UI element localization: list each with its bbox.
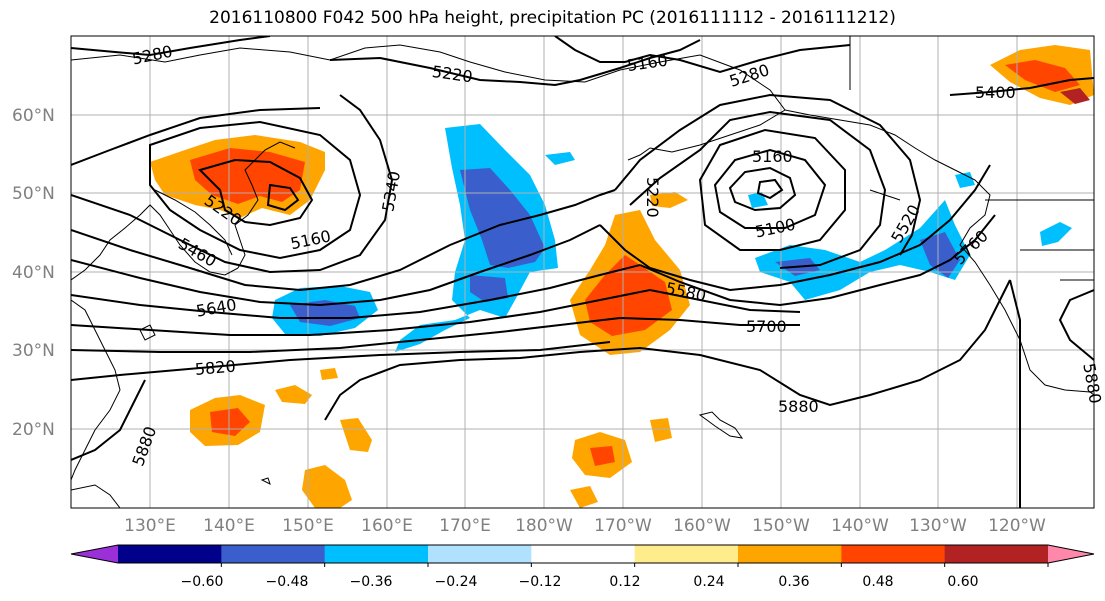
contour-label: 5700 — [746, 317, 787, 336]
height-contours — [71, 36, 1094, 508]
lat-label: 40°N — [12, 263, 55, 283]
colorbar-tick-label: 0.24 — [693, 574, 724, 590]
lat-label: 50°N — [12, 184, 55, 204]
contour-labels: 5280 5220 5160 5280 5400 5160 5220 5340 … — [128, 42, 1105, 469]
lon-label: 140°W — [831, 516, 889, 536]
contour-label: 5820 — [194, 356, 236, 378]
lon-label: 160°E — [361, 516, 413, 536]
colorbar-extension-high — [1048, 545, 1094, 563]
contour-label: 5880 — [778, 397, 819, 416]
colorbar-labels: −0.60 −0.48 −0.36 −0.24 −0.12 0.12 0.24 … — [181, 574, 979, 590]
lon-label: 130°E — [124, 516, 176, 536]
colorbar-segment — [118, 545, 222, 563]
lon-label: 120°W — [988, 516, 1046, 536]
contour-label: 5220 — [643, 177, 662, 218]
latitude-labels: 60°N 50°N 40°N 30°N 20°N — [12, 106, 55, 440]
colorbar-segment — [531, 545, 636, 563]
colorbar — [70, 544, 1095, 567]
lat-label: 20°N — [12, 420, 55, 440]
colorbar-segment — [634, 545, 739, 563]
colorbar-tick-label: 0.12 — [609, 574, 640, 590]
colorbar-tick-label: −0.48 — [266, 574, 309, 590]
colorbar-tick-label: 0.60 — [947, 574, 978, 590]
lon-label: 170°E — [439, 516, 491, 536]
lon-label: 150°W — [752, 516, 810, 536]
map-content — [71, 36, 1094, 508]
lon-label: 180°W — [515, 516, 573, 536]
map-frame — [70, 35, 1095, 509]
lon-label: 130°W — [909, 516, 967, 536]
colorbar-segment — [738, 545, 842, 563]
lat-label: 30°N — [12, 341, 55, 361]
colorbar-segment — [324, 545, 429, 563]
lon-label: 150°E — [282, 516, 334, 536]
contour-label: 5160 — [752, 147, 793, 166]
longitude-labels: 130°E 140°E 150°E 160°E 170°E 180°W 170°… — [124, 516, 1046, 536]
colorbar-tick-label: −0.12 — [519, 574, 562, 590]
colorbar-segment — [221, 545, 326, 563]
colorbar-extension-low — [71, 545, 118, 563]
lat-label: 60°N — [12, 106, 55, 126]
colorbar-segment — [428, 545, 532, 563]
contour-label: 5400 — [975, 83, 1016, 102]
colorbar-tick-label: −0.60 — [181, 574, 224, 590]
colorbar-segment — [841, 545, 946, 563]
colorbar-outline — [70, 544, 1095, 564]
lon-label: 170°W — [594, 516, 652, 536]
lon-label: 160°W — [673, 516, 731, 536]
colorbar-tick-label: −0.36 — [350, 574, 393, 590]
gridlines — [71, 36, 1094, 508]
colorbar-tick-label: 0.36 — [778, 574, 809, 590]
figure-title: 2016110800 F042 500 hPa height, precipit… — [209, 8, 896, 28]
colorbar-tick-label: 0.48 — [862, 574, 893, 590]
colorbar-tick-label: −0.24 — [435, 574, 478, 590]
colorbar-segment — [944, 545, 1049, 563]
lon-label: 140°E — [203, 516, 255, 536]
